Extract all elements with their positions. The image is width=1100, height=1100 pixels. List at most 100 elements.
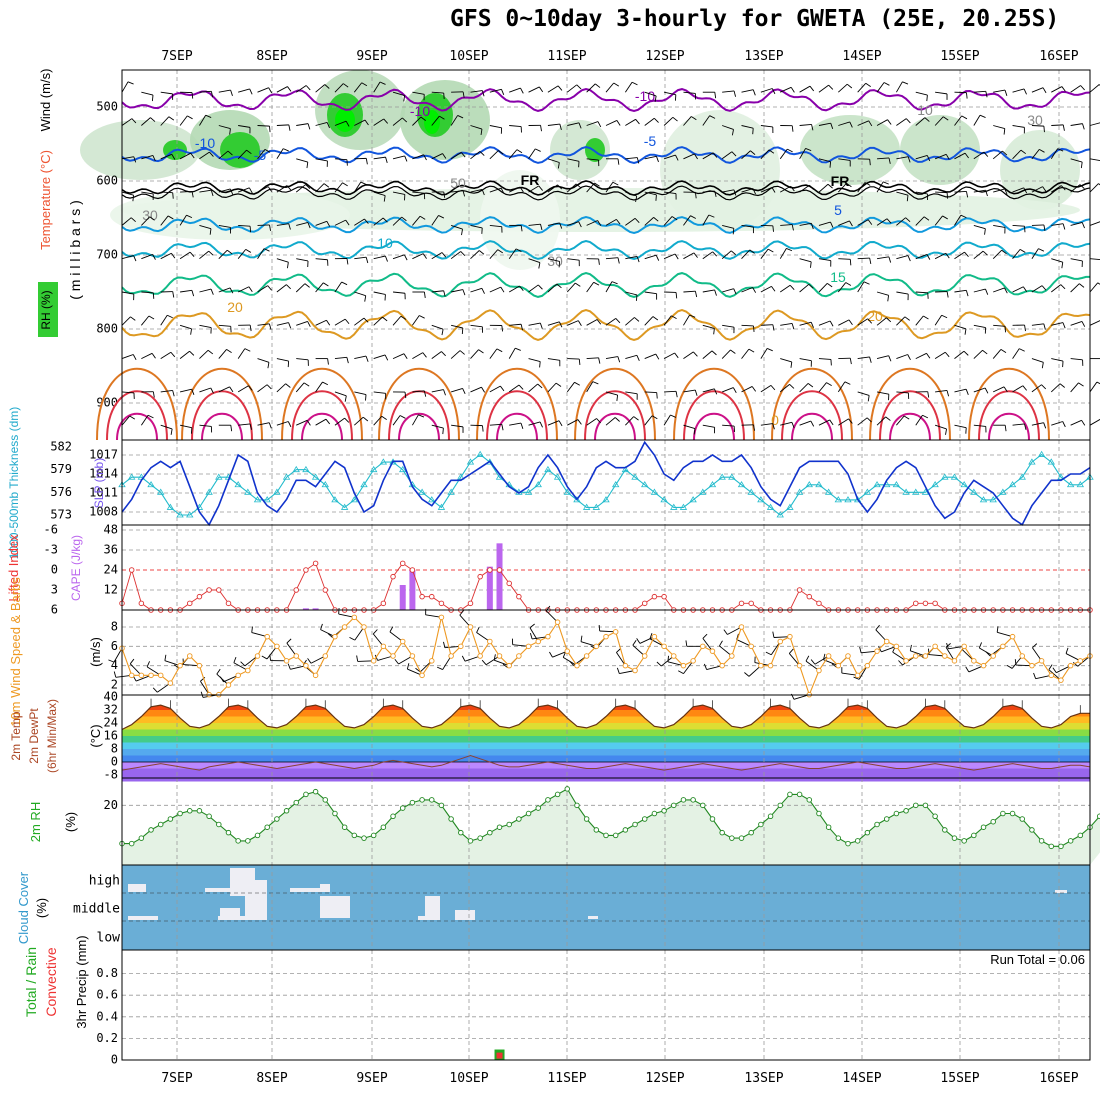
wind-barb (663, 91, 677, 101)
rh2m-series-point (680, 797, 687, 803)
wind-barb (683, 290, 698, 298)
wind-tick-label: 6 (111, 639, 118, 653)
wind-barb (141, 291, 155, 299)
wind-barb (896, 156, 911, 163)
wind-barb (818, 283, 833, 293)
thickness-series-point (660, 496, 668, 503)
thickness-series-point (379, 458, 388, 465)
wind-barb (935, 389, 950, 397)
rh2m-series-point (767, 813, 774, 820)
wind-barb (315, 418, 331, 426)
wind-barb (412, 191, 426, 200)
wind-barb (625, 291, 638, 301)
wind-barb (896, 118, 911, 126)
surface-isotherm-loop (791, 412, 833, 441)
lifted-index-series-point (796, 587, 803, 593)
cloud-block (1055, 890, 1067, 893)
wind-barb (567, 221, 582, 228)
rh2m-series-point (903, 808, 909, 814)
wind-barb (857, 158, 871, 166)
wind-barb (954, 191, 969, 198)
wind-speed-series-point (1058, 677, 1064, 683)
thickness-axis-label: 1000-500mb Thickness (dm) (7, 407, 21, 560)
rh2m-series-point (341, 824, 348, 830)
wind-barb (935, 91, 948, 100)
precip-tick-label: 0.4 (96, 1009, 118, 1023)
wind-speed-series-point (574, 662, 580, 669)
wind-barb (838, 258, 852, 266)
convective-label: Convective (43, 947, 59, 1016)
wind-barb (528, 383, 543, 393)
wind-speed-series-point (612, 629, 619, 635)
rh2m-series-point (554, 791, 561, 798)
wind-barb (896, 316, 910, 326)
wind-barb (354, 218, 369, 226)
wind-barb (818, 419, 834, 426)
lifted-index-series-point (322, 587, 329, 593)
wind-barb (238, 423, 253, 430)
wind-barb (199, 224, 212, 235)
lifted-index-series-point (206, 587, 212, 593)
wind-barb (179, 424, 193, 434)
wind-barb (199, 424, 213, 433)
wind-barb (160, 252, 176, 260)
wind-barb (721, 151, 737, 160)
wind-barb (218, 224, 232, 234)
wind-speed-series-point (883, 638, 890, 645)
wind-speed-series-point (767, 662, 774, 669)
surface-wind-barb (978, 642, 994, 657)
rh2m-series-point (980, 824, 987, 830)
thickness-series-point (824, 488, 833, 495)
thickness-series-point (611, 481, 620, 488)
wind-barb (644, 191, 657, 201)
wind-barb (954, 289, 969, 297)
wind-barb (334, 281, 348, 293)
rh2m-series-point (922, 802, 929, 809)
wind-barb (296, 222, 311, 229)
wind-barb (528, 86, 544, 93)
surface-wind-barb (580, 635, 597, 647)
wind-barb (257, 148, 271, 160)
wind-barb (586, 83, 601, 93)
wind-barb (1031, 186, 1047, 193)
wind-barb (1012, 286, 1028, 293)
wind-barb (760, 348, 773, 359)
day-label-bottom: 7SEP (161, 1071, 192, 1086)
surface-wind-barb (146, 661, 161, 676)
wind-speed-series-point (254, 653, 261, 659)
wind-barb (954, 424, 967, 434)
rh2m-series-point (206, 813, 212, 820)
wind-barb (296, 258, 309, 268)
lifted-index-series-point (748, 600, 754, 607)
rh2m-series-point (1058, 843, 1064, 850)
lifted-index-series-point (380, 600, 387, 607)
wind-barb (818, 382, 832, 393)
wind-barb (547, 382, 562, 393)
wind-barb (528, 223, 543, 231)
day-label-bottom: 14SEP (842, 1071, 881, 1086)
wind-barb (663, 352, 679, 359)
cape-bar (496, 543, 503, 610)
thickness-series-point (282, 473, 291, 480)
wind-barb (334, 120, 350, 127)
wind-speed-series-point (419, 672, 425, 679)
surface-wind-barb (461, 655, 481, 662)
wind-barb (1031, 422, 1047, 429)
thickness-series-point (302, 465, 310, 473)
wind-barb (625, 416, 639, 426)
lifted-index-series-point (128, 567, 135, 573)
wind-speed-series-point (787, 633, 793, 640)
wind-speed-series-point (312, 672, 319, 679)
wind-barb (973, 324, 987, 334)
thickness-series-point (166, 503, 175, 510)
wind-barb (896, 354, 911, 360)
thickness-series-point (476, 450, 484, 457)
slp-tick-label: 1011 (89, 486, 118, 500)
lifted-index-series-point (487, 567, 493, 573)
wind-barb (547, 222, 563, 229)
wind-barb (450, 350, 465, 359)
wind-barb (412, 352, 427, 359)
cape-tick-label: 24 (104, 563, 118, 577)
thickness-tick-label: 582 (50, 440, 72, 454)
surface-wind-barb (286, 638, 297, 657)
